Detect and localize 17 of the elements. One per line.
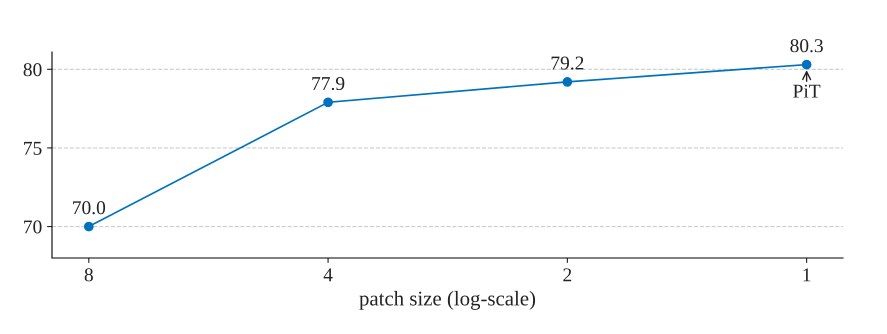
data-label: 77.9 [312, 76, 344, 90]
x-tick-label: 8 [84, 268, 93, 282]
point [323, 97, 333, 108]
x-tick-label: 1 [803, 268, 810, 282]
y-tick-label: 80 [24, 63, 42, 76]
x-axis-title: patch size (log-scale) [359, 290, 536, 310]
point [802, 60, 812, 70]
point [84, 222, 94, 232]
point [562, 77, 572, 87]
data-label: 79.2 [552, 56, 584, 70]
data-label: 70.0 [73, 201, 106, 214]
x-tick-label: 4 [324, 268, 333, 282]
y-tick-label: 70 [24, 220, 42, 234]
x-tick-label: 2 [563, 268, 572, 282]
data-label: 80.3 [790, 39, 823, 52]
y-tick-label: 75 [24, 142, 42, 155]
annotation: PiT [793, 84, 820, 98]
